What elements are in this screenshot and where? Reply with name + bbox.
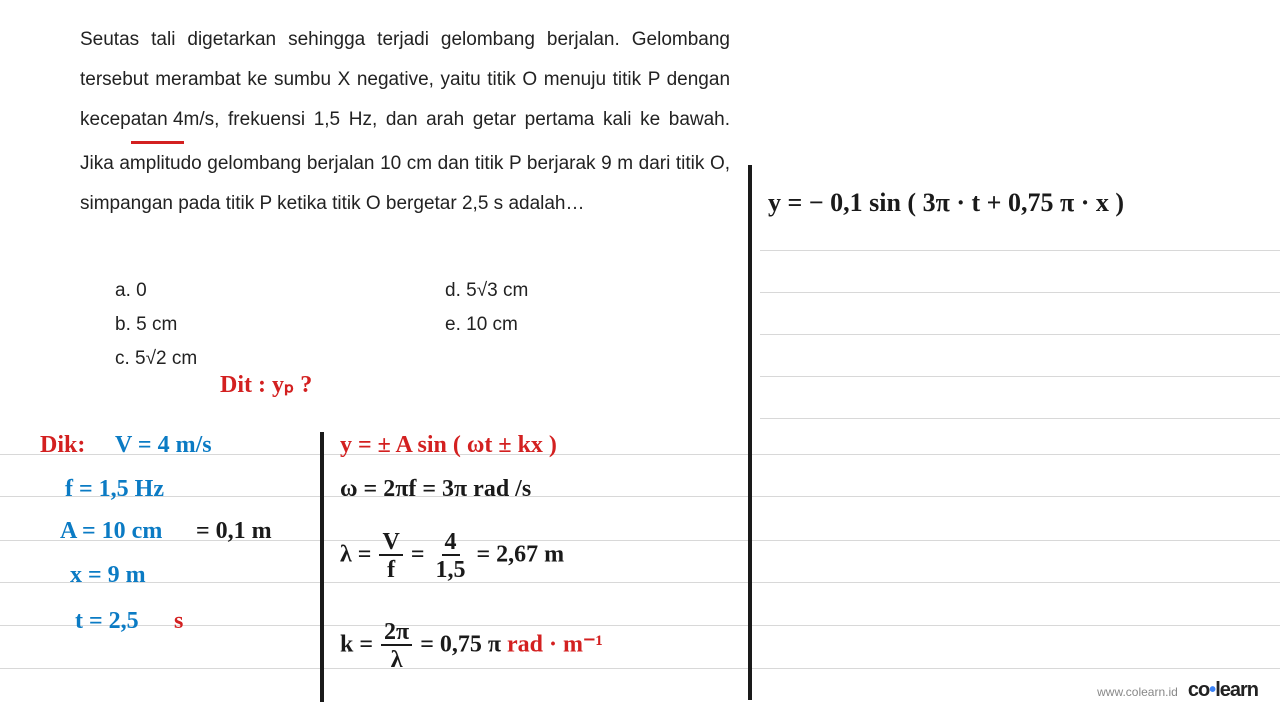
k-result: = 0,75 π: [420, 632, 501, 658]
frac-num-4: 4: [442, 530, 460, 556]
frac-v-over-f: V f: [379, 530, 402, 582]
frac-den-15: 1,5: [433, 556, 469, 582]
watermark-brand2: learn: [1215, 679, 1258, 701]
problem-line1: Seutas tali digetarkan sehingga terjadi …: [80, 29, 620, 50]
underlined-speed: atan 4: [131, 100, 184, 144]
k-lhs: k =: [340, 632, 373, 658]
divider-right: [748, 165, 752, 700]
problem-text: Seutas tali digetarkan sehingga terjadi …: [80, 20, 730, 223]
choice-c: c. 5√2 cm: [115, 348, 197, 370]
dik-label: Dik:: [40, 432, 85, 459]
eq-k: k = 2π λ = 0,75 π rad · m⁻¹: [340, 620, 603, 672]
choice-a: a. 0: [115, 280, 445, 302]
frac-2pi-over-lambda: 2π λ: [381, 620, 412, 672]
dit-label: Dit : yₚ ?: [220, 370, 312, 399]
eq-final: y = − 0,1 sin ( 3π · t + 0,75 π · x ): [768, 188, 1124, 218]
eq-sign: =: [411, 542, 425, 568]
frac-den-f: f: [384, 556, 398, 582]
frac-num-v: V: [379, 530, 402, 556]
dik-t-unit: s: [174, 608, 183, 635]
dik-x: x = 9 m: [70, 562, 146, 589]
frac-den-lambda: λ: [388, 646, 406, 672]
frac-4-over-15: 4 1,5: [433, 530, 469, 582]
choice-d: d. 5√3 cm: [445, 280, 528, 302]
choice-b: b. 5 cm: [115, 314, 445, 336]
watermark-brand1: co: [1188, 679, 1209, 701]
dik-A2: = 0,1 m: [196, 518, 272, 545]
lambda-lhs: λ =: [340, 542, 371, 568]
divider-center: [320, 432, 324, 702]
dik-v: V = 4 m/s: [115, 432, 212, 459]
k-unit: rad · m⁻¹: [507, 632, 603, 658]
frac-num-2pi: 2π: [381, 620, 412, 646]
problem-line6: ketika titik O bergetar 2,5 s adalah…: [277, 193, 584, 214]
problem-line3b: m/s, frekuensi 1,5 Hz, dan arah: [184, 109, 465, 130]
watermark-url: www.colearn.id: [1097, 685, 1178, 699]
dik-f: f = 1,5 Hz: [65, 476, 164, 503]
choice-e: e. 10 cm: [445, 314, 518, 336]
eq-omega: ω = 2πf = 3π rad /s: [340, 476, 531, 503]
dik-t: t = 2,5: [75, 608, 139, 635]
dik-A: A = 10 cm: [60, 518, 162, 545]
watermark: www.colearn.id co•learn: [1097, 679, 1258, 702]
lambda-result: = 2,67 m: [477, 542, 565, 568]
answer-choices: a. 0 d. 5√3 cm b. 5 cm e. 10 cm c. 5√2 c…: [115, 280, 528, 382]
eq-general: y = ± A sin ( ωt ± kx ): [340, 432, 557, 459]
eq-lambda: λ = V f = 4 1,5 = 2,67 m: [340, 530, 564, 582]
